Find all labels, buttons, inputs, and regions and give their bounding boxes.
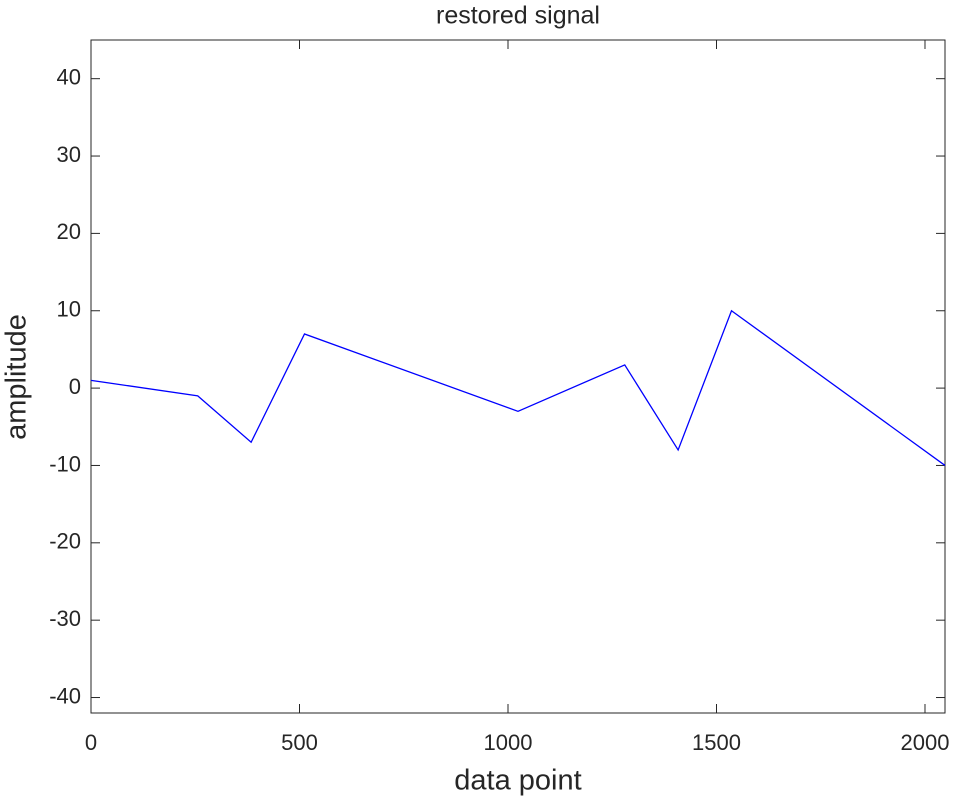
x-tick-label: 1500 [692,730,741,755]
x-tick-label: 1000 [484,730,533,755]
x-axis-label: data point [454,765,581,797]
x-tick-label: 0 [85,730,97,755]
x-tick-label: 2000 [901,730,950,755]
y-tick-label: 0 [69,374,81,399]
y-tick-label: -20 [49,529,81,554]
plot-frame [90,39,946,714]
series-line [90,309,946,466]
y-tick-label: -10 [49,451,81,476]
y-tick-label: -30 [49,606,81,631]
y-tick-label: 10 [57,297,81,322]
chart-title: restored signal [436,2,600,30]
y-tick-label: 30 [57,142,81,167]
y-axis-label: amplitude [1,314,33,440]
y-tick-label: 20 [57,219,81,244]
x-tick-label: 500 [281,730,318,755]
y-tick-label: -40 [49,683,81,708]
y-tick-label: 40 [57,64,81,89]
